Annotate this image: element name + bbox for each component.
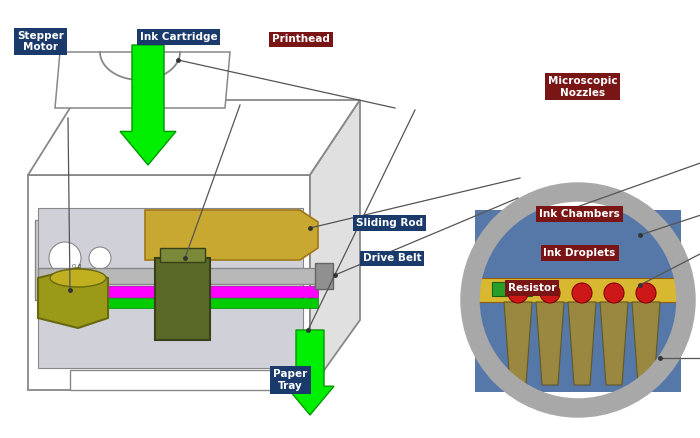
Bar [475,278,681,302]
Polygon shape [632,302,660,385]
Bar [35,220,135,300]
Bar [38,268,318,284]
Polygon shape [145,210,318,260]
Bar [160,248,205,262]
Polygon shape [568,302,596,385]
Polygon shape [536,302,564,385]
Circle shape [470,192,686,408]
Ellipse shape [50,269,106,287]
Text: O 8: O 8 [72,264,81,269]
Text: Ink Cartridge: Ink Cartridge [140,32,217,42]
Polygon shape [55,52,230,108]
Text: Resistor: Resistor [508,283,556,293]
Bar [475,302,681,392]
Text: Stepper
Motor: Stepper Motor [18,31,64,53]
Polygon shape [70,370,295,390]
Circle shape [572,283,592,303]
Bar [315,263,333,289]
Circle shape [604,283,624,303]
Polygon shape [310,100,360,390]
Circle shape [89,247,111,269]
Bar [475,210,681,278]
Text: Printhead: Printhead [272,35,330,44]
Bar [492,282,532,296]
Text: Drive Belt: Drive Belt [363,254,421,263]
Polygon shape [286,330,334,415]
Polygon shape [120,45,176,165]
Text: Ink Droplets: Ink Droplets [543,248,616,258]
Bar [38,208,303,368]
Polygon shape [504,302,532,385]
Circle shape [508,283,528,303]
Polygon shape [28,175,310,390]
Circle shape [49,242,81,274]
Circle shape [636,283,656,303]
Text: Sliding Rod: Sliding Rod [356,219,423,228]
Text: Paper
Tray: Paper Tray [274,369,307,391]
Bar [38,286,318,297]
Polygon shape [38,268,108,328]
Text: Ink Chambers: Ink Chambers [539,209,620,219]
Circle shape [540,283,560,303]
Bar [38,298,318,308]
Polygon shape [600,302,628,385]
Polygon shape [28,100,360,175]
Bar [155,258,210,340]
Text: Microscopic
Nozzles: Microscopic Nozzles [547,76,617,98]
